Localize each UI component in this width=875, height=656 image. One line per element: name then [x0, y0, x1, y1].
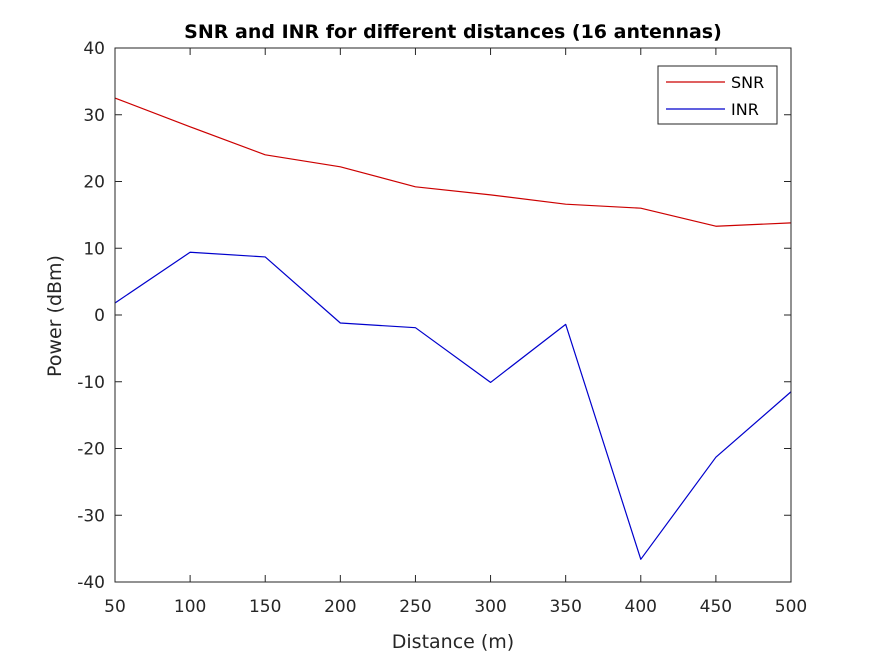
- x-tick-label: 50: [104, 597, 126, 617]
- x-tick-label: 450: [700, 597, 732, 617]
- legend-label-snr: SNR: [731, 73, 764, 92]
- y-tick-label: 30: [83, 106, 105, 126]
- series-line-inr: [114, 251, 792, 560]
- x-tick-label: 400: [625, 597, 657, 617]
- x-axis-label: Distance (m): [392, 631, 514, 653]
- x-tick-label: 500: [775, 597, 807, 617]
- x-tick-label: 350: [549, 597, 581, 617]
- x-tick-label: 300: [474, 597, 506, 617]
- x-tick-label: 250: [399, 597, 431, 617]
- y-tick-label: -40: [77, 573, 105, 593]
- x-tick-label: 100: [174, 597, 206, 617]
- chart-title: SNR and INR for different distances (16 …: [184, 21, 722, 43]
- y-tick-label: 20: [83, 173, 105, 193]
- y-tick-label: 10: [83, 239, 105, 259]
- legend-label-inr: INR: [731, 100, 759, 119]
- y-tick-label: -30: [77, 506, 105, 526]
- legend: SNR INR: [657, 65, 778, 125]
- plot-area: [115, 48, 791, 582]
- series-line-snr: [114, 97, 792, 227]
- y-tick-label: -20: [77, 440, 105, 460]
- x-tick-label: 150: [249, 597, 281, 617]
- y-axis-label: Power (dBm): [44, 255, 66, 377]
- y-tick-label: 0: [94, 306, 105, 326]
- x-tick-label: 200: [324, 597, 356, 617]
- y-tick-label: -10: [77, 373, 105, 393]
- y-tick-label: 40: [83, 39, 105, 59]
- legend-box: [657, 65, 778, 125]
